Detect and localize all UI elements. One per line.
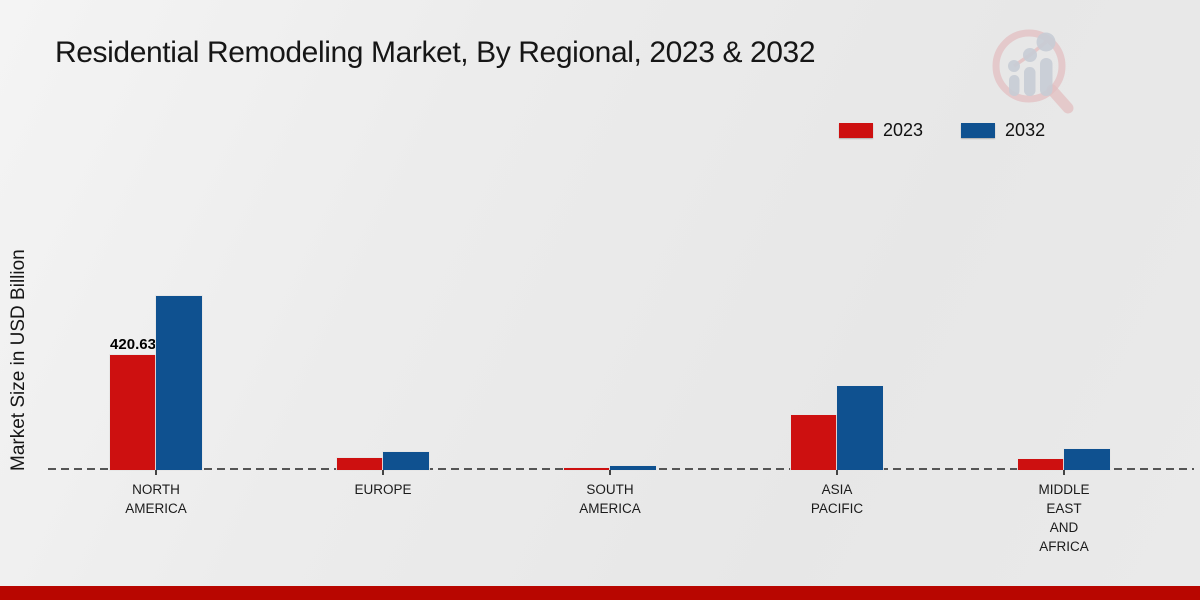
- bar-2032-middle-east-and-africa: [1063, 447, 1111, 472]
- legend-label-2032: 2032: [1005, 120, 1046, 140]
- bar-2023-asia-pacific: [790, 414, 838, 471]
- chart-title: Residential Remodeling Market, By Region…: [55, 36, 816, 69]
- bar-value-label: 420.63: [110, 336, 156, 353]
- bar-2023-south-america: [563, 466, 611, 472]
- bar-2032-south-america: [609, 464, 657, 472]
- category-label-europe: EUROPE: [354, 482, 412, 497]
- x-axis-tick: [155, 470, 157, 475]
- bar-2032-europe: [382, 450, 430, 472]
- category-label-middle-east-and-africa: MIDDLE EAST AND AFRICA: [1038, 482, 1090, 554]
- x-axis-tick: [1063, 470, 1065, 475]
- bar-2023-middle-east-and-africa: [1017, 458, 1065, 471]
- category-label-asia-pacific: ASIA PACIFIC: [810, 482, 864, 516]
- legend-item-2023: 2023: [839, 120, 923, 141]
- legend-swatch-2032: [961, 123, 996, 138]
- footer-band: [0, 586, 1200, 600]
- x-axis-tick: [382, 470, 384, 475]
- legend-item-2032: 2032: [961, 120, 1045, 141]
- x-axis-tick: [609, 470, 611, 475]
- bar-2032-north-america: [155, 295, 203, 471]
- magnifier-bar-chart-watermark-icon: [992, 29, 1074, 114]
- bar-2032-asia-pacific: [836, 385, 884, 471]
- category-label-south-america: SOUTH AMERICA: [579, 482, 641, 516]
- y-axis-label: Market Size in USD Billion: [8, 249, 29, 471]
- bar-2023-europe: [336, 456, 384, 472]
- legend-label-2023: 2023: [883, 120, 924, 140]
- bar-2023-north-america: [109, 354, 157, 471]
- legend: 2023 2032: [839, 120, 1045, 141]
- x-axis-tick: [836, 470, 838, 475]
- legend-swatch-2023: [839, 123, 873, 138]
- category-label-north-america: NORTH AMERICA: [125, 482, 187, 516]
